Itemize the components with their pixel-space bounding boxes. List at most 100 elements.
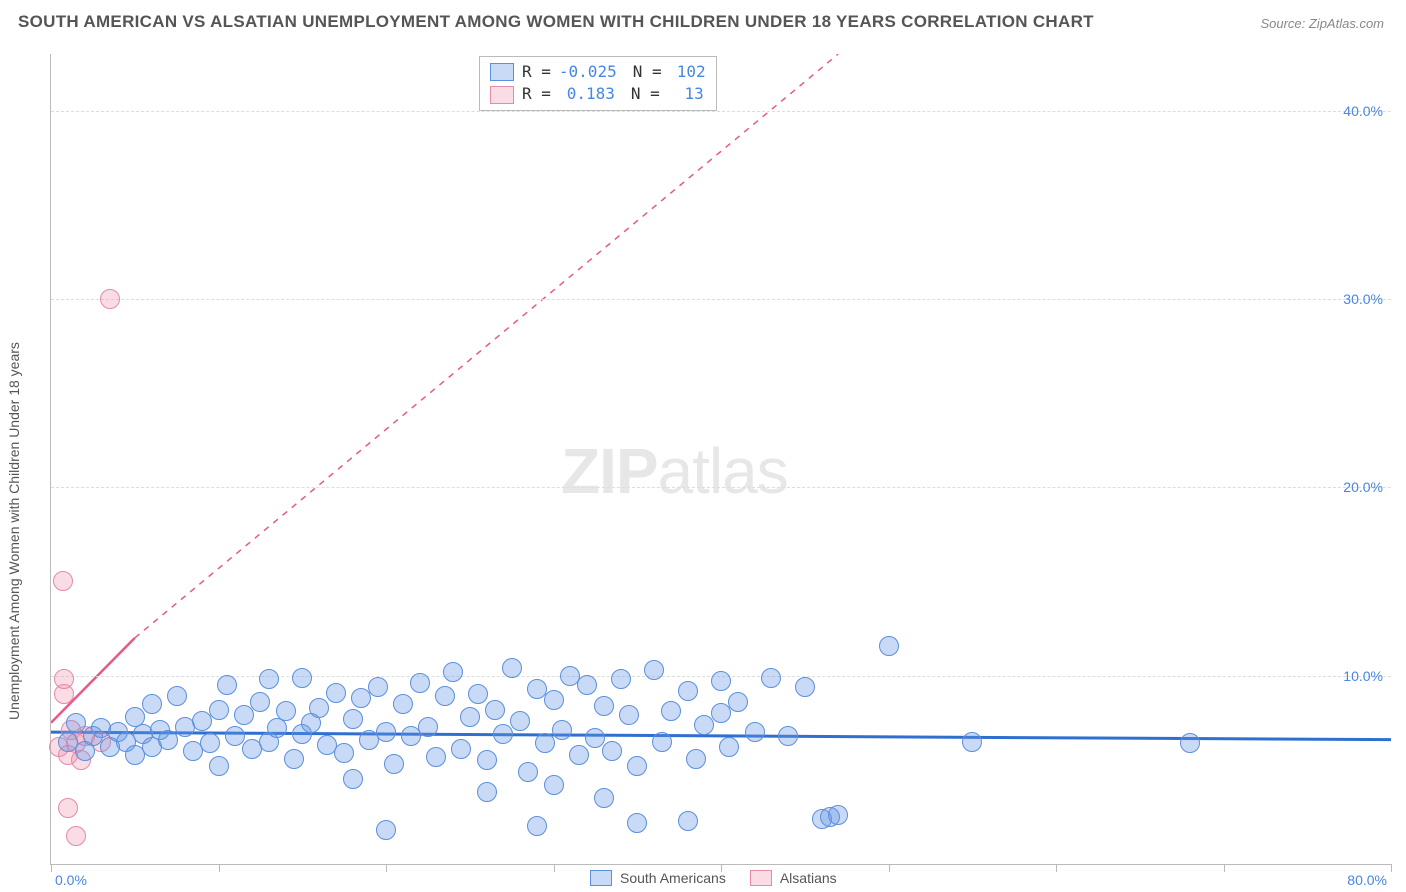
x-tick (554, 864, 555, 872)
data-point (334, 743, 354, 763)
bottom-legend: South Americans Alsatians (590, 870, 837, 886)
stat-r-label: R = (522, 61, 551, 83)
data-point (719, 737, 739, 757)
data-point (594, 788, 614, 808)
data-point (569, 745, 589, 765)
data-point (142, 694, 162, 714)
stat-n-label: N = (633, 61, 662, 83)
gridline-h (51, 111, 1391, 112)
data-point (100, 289, 120, 309)
watermark-atlas: atlas (658, 435, 788, 507)
data-point (158, 730, 178, 750)
data-point (376, 722, 396, 742)
data-point (1180, 733, 1200, 753)
data-point (209, 700, 229, 720)
data-point (711, 703, 731, 723)
data-point (485, 700, 505, 720)
x-tick (51, 864, 52, 872)
data-point (284, 749, 304, 769)
plot-area: ZIPatlas R =-0.025N =102R =0.183N =13 10… (50, 54, 1391, 865)
data-point (544, 690, 564, 710)
data-point (477, 750, 497, 770)
source-credit: Source: ZipAtlas.com (1260, 16, 1384, 31)
x-tick (1391, 864, 1392, 872)
legend-swatch (590, 870, 612, 886)
data-point (209, 756, 229, 776)
data-point (200, 733, 220, 753)
legend-label: South Americans (620, 870, 726, 886)
data-point (619, 705, 639, 725)
data-point (510, 711, 530, 731)
data-point (292, 668, 312, 688)
data-point (309, 698, 329, 718)
data-point (326, 683, 346, 703)
data-point (234, 705, 254, 725)
gridline-h (51, 299, 1391, 300)
data-point (652, 732, 672, 752)
data-point (527, 816, 547, 836)
data-point (493, 724, 513, 744)
data-point (627, 756, 647, 776)
data-point (418, 717, 438, 737)
data-point (368, 677, 388, 697)
stats-legend-box: R =-0.025N =102R =0.183N =13 (479, 56, 717, 111)
legend-label: Alsatians (780, 870, 837, 886)
data-point (58, 798, 78, 818)
data-point (393, 694, 413, 714)
data-point (879, 636, 899, 656)
stat-n-value: 102 (670, 61, 706, 83)
data-point (343, 709, 363, 729)
data-point (544, 775, 564, 795)
data-point (66, 713, 86, 733)
legend-item: Alsatians (750, 870, 837, 886)
stat-n-label: N = (631, 83, 660, 105)
data-point (217, 675, 237, 695)
data-point (602, 741, 622, 761)
data-point (711, 671, 731, 691)
data-point (686, 749, 706, 769)
data-point (343, 769, 363, 789)
data-point (443, 662, 463, 682)
data-point (728, 692, 748, 712)
x-tick-label: 80.0% (1347, 872, 1387, 888)
data-point (435, 686, 455, 706)
data-point (678, 811, 698, 831)
data-point (535, 733, 555, 753)
stats-row: R =0.183N =13 (490, 83, 706, 105)
data-point (661, 701, 681, 721)
data-point (828, 805, 848, 825)
data-point (477, 782, 497, 802)
y-tick-label: 40.0% (1323, 103, 1383, 119)
watermark: ZIPatlas (561, 434, 788, 508)
data-point (761, 668, 781, 688)
data-point (678, 681, 698, 701)
data-point (611, 669, 631, 689)
legend-swatch (750, 870, 772, 886)
y-tick-label: 20.0% (1323, 479, 1383, 495)
data-point (594, 696, 614, 716)
data-point (585, 728, 605, 748)
data-point (225, 726, 245, 746)
x-tick (386, 864, 387, 872)
data-point (577, 675, 597, 695)
legend-item: South Americans (590, 870, 726, 886)
data-point (410, 673, 430, 693)
data-point (502, 658, 522, 678)
legend-swatch (490, 63, 514, 81)
stat-n-value: 13 (668, 83, 704, 105)
data-point (451, 739, 471, 759)
y-tick-label: 10.0% (1323, 668, 1383, 684)
watermark-zip: ZIP (561, 435, 658, 507)
data-point (518, 762, 538, 782)
data-point (66, 826, 86, 846)
data-point (167, 686, 187, 706)
data-point (250, 692, 270, 712)
data-point (376, 820, 396, 840)
data-point (259, 669, 279, 689)
x-tick (1224, 864, 1225, 872)
data-point (384, 754, 404, 774)
y-tick-label: 30.0% (1323, 291, 1383, 307)
x-tick-label: 0.0% (55, 872, 87, 888)
data-point (552, 720, 572, 740)
stat-r-label: R = (522, 83, 551, 105)
